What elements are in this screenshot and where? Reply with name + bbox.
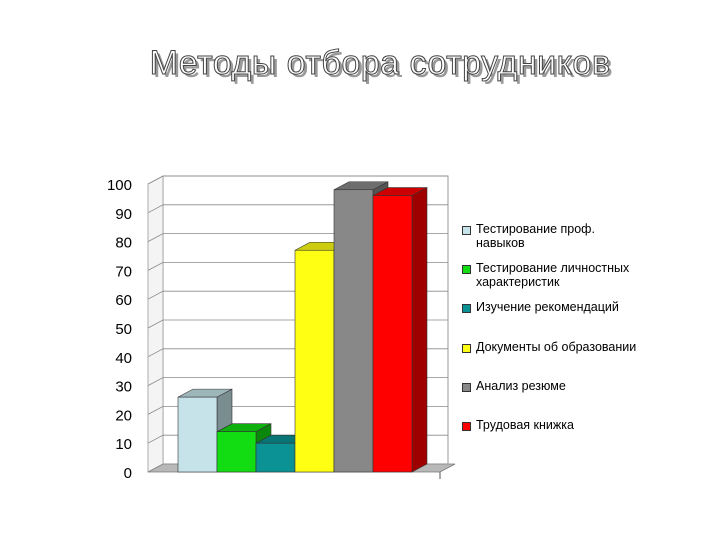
bar-front xyxy=(255,442,296,473)
bar-front xyxy=(177,396,218,473)
legend-label: Трудовая книжка xyxy=(476,418,574,432)
bar-front xyxy=(372,195,413,473)
legend-item-personality-testing: Тестирование личностных характеристик xyxy=(462,261,666,289)
y-tick-label: 90 xyxy=(115,206,132,223)
bar-front xyxy=(294,249,335,473)
legend-item-education-docs: Документы об образовании xyxy=(462,340,666,354)
y-tick-label: 20 xyxy=(115,407,132,424)
y-tick-label: 30 xyxy=(115,379,132,396)
legend-swatch xyxy=(462,304,471,313)
y-tick-label: 80 xyxy=(115,235,132,252)
y-tick-label: 50 xyxy=(115,321,132,338)
legend-label: Тестирование проф. навыков xyxy=(476,222,595,250)
y-tick-label: 0 xyxy=(124,465,132,482)
bar-front xyxy=(333,189,374,473)
y-tick-label: 100 xyxy=(107,177,132,194)
legend-label: Анализ резюме xyxy=(476,379,566,393)
bar-front xyxy=(216,431,257,473)
legend-label: Изучение рекомендаций xyxy=(476,300,619,314)
legend-swatch xyxy=(462,422,471,431)
bar-6 xyxy=(372,187,428,473)
y-tick-label: 10 xyxy=(115,436,132,453)
slide-title: Методы отбора сотрудников xyxy=(149,44,611,83)
legend-item-skills-testing: Тестирование проф. навыков xyxy=(462,222,666,250)
legend-item-resume-analysis: Анализ резюме xyxy=(462,379,666,393)
y-tick-label: 70 xyxy=(115,263,132,280)
legend-item-work-book: Трудовая книжка xyxy=(462,418,666,432)
bar-side xyxy=(411,187,428,473)
legend-label: Тестирование личностных характеристик xyxy=(476,261,630,289)
gridline xyxy=(147,175,448,185)
y-tick-label: 40 xyxy=(115,350,132,367)
legend-label: Документы об образовании xyxy=(476,340,637,354)
legend-swatch xyxy=(462,344,471,353)
legend-swatch xyxy=(462,226,471,235)
legend-swatch xyxy=(462,383,471,392)
y-tick-label: 60 xyxy=(115,292,132,309)
legend-item-references: Изучение рекомендаций xyxy=(462,300,666,314)
legend-swatch xyxy=(462,265,471,274)
